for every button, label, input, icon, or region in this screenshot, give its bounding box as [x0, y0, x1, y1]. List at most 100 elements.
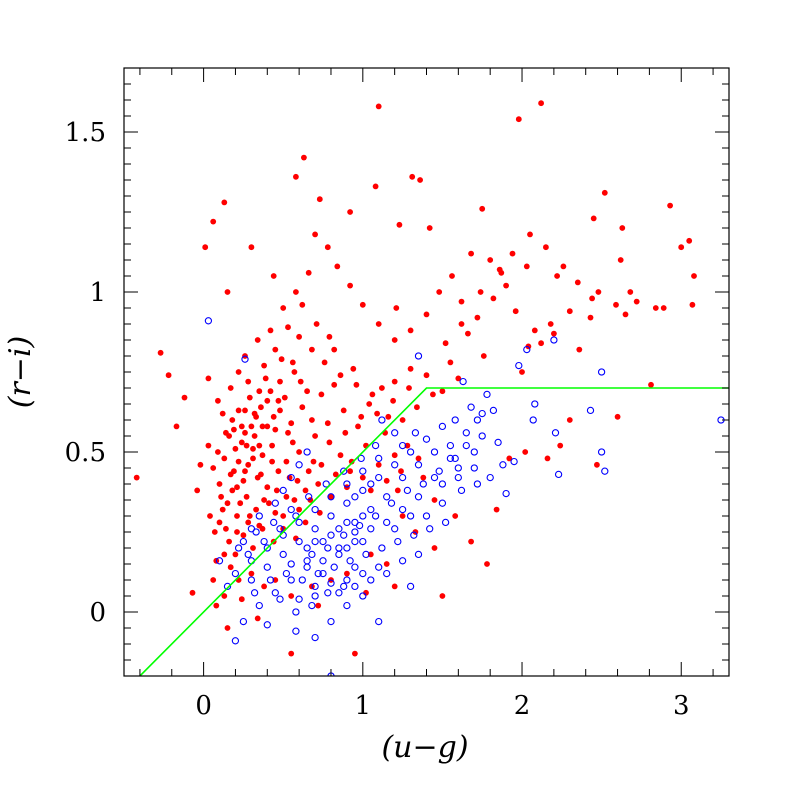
blue-point-73 — [231, 569, 240, 578]
red-point-39 — [512, 308, 519, 315]
red-point-129 — [224, 500, 231, 507]
blue-point-141 — [279, 486, 287, 495]
red-point-110 — [423, 311, 430, 318]
red-point-75 — [391, 378, 398, 385]
blue-point-65 — [359, 467, 367, 475]
red-point-234 — [211, 529, 218, 535]
red-point-53 — [205, 375, 212, 382]
red-point-136 — [302, 487, 309, 494]
red-point-262 — [566, 417, 573, 423]
red-point-82 — [272, 346, 279, 353]
red-point-119 — [305, 269, 312, 276]
red-point-28 — [224, 289, 231, 295]
red-point-242 — [254, 615, 261, 622]
red-point-153 — [264, 397, 271, 404]
red-point-79 — [313, 321, 320, 327]
y-tick-label-3: 1.5 — [65, 118, 106, 148]
red-point-50 — [157, 349, 164, 356]
red-point-286 — [332, 471, 339, 478]
red-point-77 — [350, 365, 357, 372]
red-point-278 — [242, 468, 248, 475]
blue-point-5 — [550, 336, 558, 344]
red-point-108 — [449, 273, 455, 279]
red-point-185 — [269, 458, 275, 465]
red-point-106 — [487, 257, 494, 263]
blue-point-91 — [394, 537, 402, 546]
blue-point-174 — [473, 480, 482, 488]
blue-point-122 — [359, 537, 367, 546]
red-point-178 — [213, 602, 220, 609]
red-point-67 — [283, 458, 290, 465]
red-point-164 — [232, 551, 239, 558]
blue-point-105 — [303, 544, 311, 552]
red-point-95 — [347, 468, 353, 475]
red-point-32 — [613, 301, 619, 308]
blue-point-178 — [467, 403, 475, 411]
red-point-74 — [379, 385, 385, 391]
red-point-59 — [264, 423, 271, 430]
blue-point-21 — [510, 457, 518, 466]
red-point-160 — [205, 442, 212, 449]
blue-point-19 — [494, 438, 502, 447]
red-point-135 — [291, 497, 298, 503]
red-point-291 — [415, 455, 422, 462]
red-point-255 — [484, 561, 490, 567]
red-point-256 — [493, 506, 500, 513]
red-point-191 — [251, 433, 258, 439]
red-point-163 — [226, 538, 233, 545]
red-point-44 — [538, 340, 544, 347]
red-point-120 — [293, 289, 299, 295]
red-point-222 — [248, 423, 255, 430]
blue-point-47 — [359, 592, 367, 600]
red-point-295 — [218, 493, 225, 500]
red-point-83 — [261, 362, 267, 369]
red-point-134 — [280, 513, 287, 519]
blue-point-13 — [551, 429, 560, 437]
red-point-218 — [455, 375, 462, 382]
red-point-208 — [509, 250, 516, 257]
red-point-214 — [566, 308, 573, 315]
red-point-199 — [358, 413, 365, 420]
blue-point-16 — [597, 448, 606, 456]
blue-point-48 — [375, 617, 383, 626]
red-point-180 — [256, 442, 263, 449]
red-point-99 — [414, 404, 420, 411]
red-point-24 — [617, 257, 624, 263]
red-point-232 — [246, 513, 253, 519]
red-point-261 — [594, 461, 600, 468]
red-point-193 — [259, 452, 266, 459]
blue-point-0 — [204, 317, 213, 325]
blue-point-147 — [303, 448, 311, 456]
red-point-229 — [264, 484, 271, 491]
blue-point-159 — [276, 595, 284, 603]
blue-point-170 — [398, 441, 407, 450]
red-point-33 — [393, 305, 400, 311]
blue-point-99 — [371, 512, 380, 520]
blue-point-36 — [303, 563, 311, 571]
blue-point-166 — [276, 525, 284, 533]
red-point-146 — [353, 381, 360, 388]
red-point-130 — [234, 513, 240, 519]
red-point-271 — [278, 356, 285, 363]
blue-point-89 — [362, 550, 370, 559]
red-point-21 — [678, 244, 685, 251]
blue-point-134 — [446, 441, 455, 450]
red-point-92 — [305, 468, 312, 475]
red-point-148 — [321, 359, 328, 366]
blue-point-123 — [335, 550, 343, 559]
red-point-47 — [519, 369, 525, 375]
blue-point-75 — [215, 557, 224, 565]
blue-point-32 — [367, 525, 375, 533]
blue-point-100 — [387, 499, 396, 507]
blue-point-138 — [406, 512, 415, 520]
blue-point-40 — [239, 617, 248, 626]
blue-point-2 — [414, 352, 423, 360]
red-point-224 — [285, 429, 291, 436]
red-point-22 — [202, 244, 209, 251]
blue-point-104 — [451, 454, 459, 463]
red-point-113 — [375, 321, 382, 327]
red-point-105 — [503, 282, 509, 289]
red-point-143 — [404, 442, 411, 449]
red-point-71 — [340, 407, 347, 414]
red-point-240 — [133, 474, 140, 481]
